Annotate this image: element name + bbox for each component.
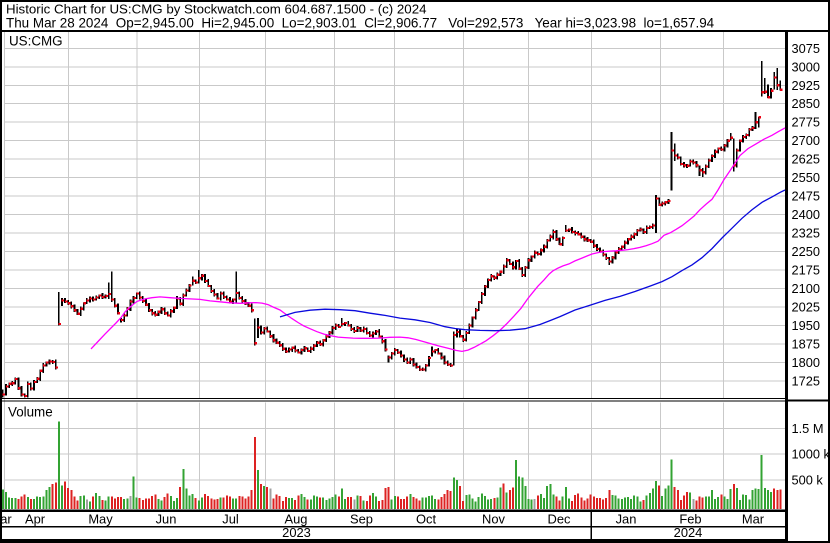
svg-text:Thu Mar 28 2024 Op=2,945.00: Thu Mar 28 2024 Op=2,945.00 Hi=2,945.00 … [6, 15, 715, 30]
svg-text:2250: 2250 [792, 244, 820, 259]
svg-text:2925: 2925 [792, 78, 820, 93]
svg-text:3075: 3075 [792, 41, 820, 56]
svg-text:2850: 2850 [792, 96, 820, 111]
svg-text:2700: 2700 [792, 133, 820, 148]
svg-text:Oct: Oct [416, 512, 436, 527]
svg-text:Aug: Aug [285, 512, 308, 527]
svg-text:ar: ar [0, 512, 12, 527]
svg-text:US:CMG: US:CMG [9, 33, 63, 48]
svg-text:500 k: 500 k [792, 472, 824, 487]
svg-text:Apr: Apr [25, 512, 46, 527]
svg-text:Feb: Feb [679, 512, 701, 527]
svg-text:May: May [88, 512, 113, 527]
svg-text:Sep: Sep [350, 512, 373, 527]
svg-text:2625: 2625 [792, 152, 820, 167]
svg-text:2100: 2100 [792, 281, 820, 296]
svg-text:3000: 3000 [792, 59, 820, 74]
svg-text:Volume: Volume [8, 405, 53, 420]
svg-text:2325: 2325 [792, 226, 820, 241]
svg-text:Jan: Jan [616, 512, 637, 527]
svg-text:2023: 2023 [282, 525, 311, 540]
svg-text:2775: 2775 [792, 115, 820, 130]
svg-text:Historic Chart for US:CMG by S: Historic Chart for US:CMG by Stockwatch.… [6, 1, 427, 16]
svg-text:Mar: Mar [742, 512, 765, 527]
svg-text:2024: 2024 [674, 525, 703, 540]
svg-text:2550: 2550 [792, 170, 820, 185]
svg-text:2025: 2025 [792, 300, 820, 315]
svg-text:2175: 2175 [792, 263, 820, 278]
svg-text:Nov: Nov [482, 512, 505, 527]
svg-text:2400: 2400 [792, 207, 820, 222]
svg-text:2475: 2475 [792, 189, 820, 204]
svg-text:1875: 1875 [792, 337, 820, 352]
svg-text:1725: 1725 [792, 373, 820, 388]
svg-text:1950: 1950 [792, 318, 820, 333]
svg-text:1800: 1800 [792, 355, 820, 370]
svg-text:Dec: Dec [548, 512, 571, 527]
svg-text:Jun: Jun [156, 512, 177, 527]
svg-text:1.5 M: 1.5 M [792, 421, 824, 436]
svg-text:1000 k: 1000 k [792, 447, 830, 462]
svg-text:Jul: Jul [222, 512, 238, 527]
